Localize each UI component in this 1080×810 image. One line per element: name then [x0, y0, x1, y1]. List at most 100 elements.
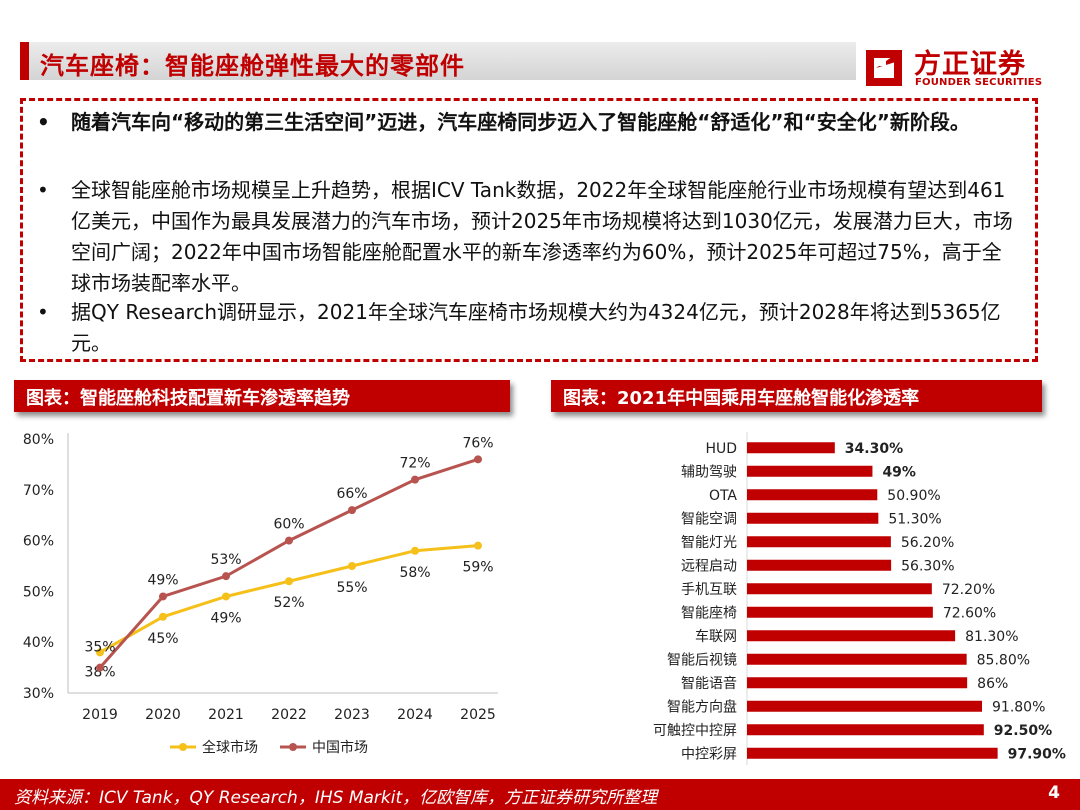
global-market-point	[222, 592, 230, 601]
bullet-text-1: 随着汽车向“移动的第三生活空间”迈进，汽车座椅同步迈入了智能座舱“舒适化”和“安…	[71, 110, 970, 134]
bar-value-label: 34.30%	[845, 441, 903, 457]
bar-value-label: 51.30%	[888, 511, 941, 527]
bar-category-label: OTA	[709, 488, 737, 504]
china-market-point	[222, 572, 230, 581]
global-market-point	[474, 541, 482, 550]
bar-value-label: 86%	[977, 676, 1008, 692]
bar	[747, 512, 879, 524]
bullet-text-3: 据QY Research调研显示，2021年全球汽车座椅市场规模大约为4324亿…	[71, 300, 1001, 355]
bar-category-label: 智能灯光	[681, 535, 737, 551]
global-market-data-label: 52%	[273, 595, 304, 611]
legend-label-china: 中国市场	[312, 739, 368, 756]
china-market-point	[474, 455, 482, 464]
logo-english-name: FOUNDER SECURITIES	[915, 77, 1043, 88]
y-tick-label: 30%	[23, 686, 54, 702]
x-tick-label: 2019	[82, 707, 118, 723]
bar-value-label: 81.30%	[965, 629, 1018, 645]
bar-category-label: HUD	[705, 441, 737, 457]
bar-value-label: 72.20%	[942, 582, 995, 598]
bar	[747, 724, 984, 736]
y-tick-label: 60%	[23, 534, 54, 550]
china-market-point	[348, 506, 356, 515]
bar-category-label: 智能后视镜	[667, 652, 737, 668]
bar-value-label: 49%	[882, 464, 916, 480]
china-market-point	[285, 536, 293, 545]
bar-category-label: 智能座椅	[681, 605, 737, 621]
bar	[747, 442, 835, 454]
x-tick-label: 2024	[397, 707, 433, 723]
china-market-data-label: 35%	[84, 640, 115, 656]
bar-value-label: 72.60%	[943, 605, 996, 621]
left-chart-title: 图表：智能座舱科技配置新车渗透率趋势	[26, 388, 350, 409]
bar-value-label: 97.90%	[1008, 746, 1066, 762]
bar-value-label: 91.80%	[992, 699, 1045, 715]
china-market-data-label: 53%	[210, 552, 241, 568]
china-market-point	[411, 475, 419, 484]
legend-marker-china	[289, 743, 297, 751]
x-tick-label: 2021	[208, 707, 244, 723]
right-chart-header: 图表：2021年中国乘用车座舱智能化渗透率	[551, 380, 1042, 412]
bar-value-label: 85.80%	[977, 652, 1030, 668]
china-market-data-label: 66%	[336, 486, 367, 502]
bar	[747, 677, 968, 689]
bar	[747, 536, 891, 548]
page-number: 4	[1048, 783, 1060, 803]
bar-value-label: 56.30%	[901, 558, 954, 574]
y-tick-label: 70%	[23, 483, 54, 499]
global-market-data-label: 45%	[147, 631, 178, 647]
x-tick-label: 2023	[334, 707, 370, 723]
founder-logo-icon	[866, 50, 902, 86]
global-market-data-label: 55%	[336, 580, 367, 596]
bar-category-label: 车联网	[695, 628, 737, 645]
global-market-point	[348, 562, 356, 570]
legend-marker-global	[179, 743, 187, 751]
left-chart-header: 图表：智能座舱科技配置新车渗透率趋势	[14, 380, 510, 412]
china-market-data-label: 60%	[273, 517, 304, 533]
bar-category-label: 智能方向盘	[667, 698, 737, 715]
bullet-marker: •	[37, 110, 50, 134]
logo-chinese-name: 方正证券	[914, 49, 1026, 80]
slide-title: 汽车座椅：智能座舱弹性最大的零部件	[40, 52, 465, 80]
bar	[747, 747, 998, 759]
bar-category-label: 辅助驾驶	[681, 464, 737, 480]
bar	[747, 559, 892, 571]
global-market-point	[285, 577, 293, 586]
bar-value-label: 92.50%	[994, 723, 1052, 739]
bar-category-label: 智能语音	[681, 675, 737, 692]
bar	[747, 489, 878, 501]
bar-category-label: 智能空调	[681, 511, 737, 527]
bar	[747, 630, 956, 642]
global-market-point	[159, 612, 167, 621]
title-accent	[20, 42, 29, 80]
bar	[747, 583, 932, 595]
bar-category-label: 手机互联	[681, 582, 737, 598]
bar-category-label: 远程启动	[681, 558, 737, 574]
x-tick-label: 2025	[460, 707, 496, 723]
bullet-item-1: • 随着汽车向“移动的第三生活空间”迈进，汽车座椅同步迈入了智能座舱“舒适化”和…	[37, 107, 1017, 138]
global-market-data-label: 49%	[210, 610, 241, 626]
x-tick-label: 2020	[145, 707, 181, 723]
global-market-data-label: 58%	[399, 565, 430, 581]
china-market-data-label: 76%	[462, 435, 493, 451]
bar	[747, 653, 967, 665]
china-market-data-label: 49%	[147, 572, 178, 588]
bar	[747, 700, 983, 712]
bullet-marker: •	[37, 178, 49, 202]
bullet-item-3: • 据QY Research调研显示，2021年全球汽车座椅市场规模大约为432…	[37, 297, 1017, 359]
x-tick-label: 2022	[271, 707, 307, 723]
bar-value-label: 50.90%	[887, 488, 940, 504]
source-note: 资料来源：ICV Tank，QY Research，IHS Markit，亿欧智…	[14, 788, 658, 808]
china-market-point	[159, 592, 167, 601]
bar-chart: HUD 34.30% 辅助驾驶 49% OTA 50.90% 智能空调 51.30% 智能灯光 5…	[653, 432, 1066, 765]
bullet-item-2: • 全球智能座舱市场规模呈上升趋势，根据ICV Tank数据，2022年全球智能…	[37, 175, 1017, 299]
bullet-marker: •	[37, 300, 49, 324]
bar	[747, 465, 873, 477]
china-market-point	[96, 663, 104, 672]
line-chart: 30% 40% 50% 60% 70% 80% 2019 2020 2021 2022 2023 20…	[23, 432, 498, 756]
bar	[747, 606, 933, 618]
bar-value-label: 56.20%	[901, 535, 954, 551]
bar-category-label: 中控彩屏	[681, 746, 737, 762]
global-market-point	[96, 648, 104, 657]
global-market-data-label: 59%	[462, 560, 493, 576]
right-chart-title: 图表：2021年中国乘用车座舱智能化渗透率	[563, 388, 920, 409]
